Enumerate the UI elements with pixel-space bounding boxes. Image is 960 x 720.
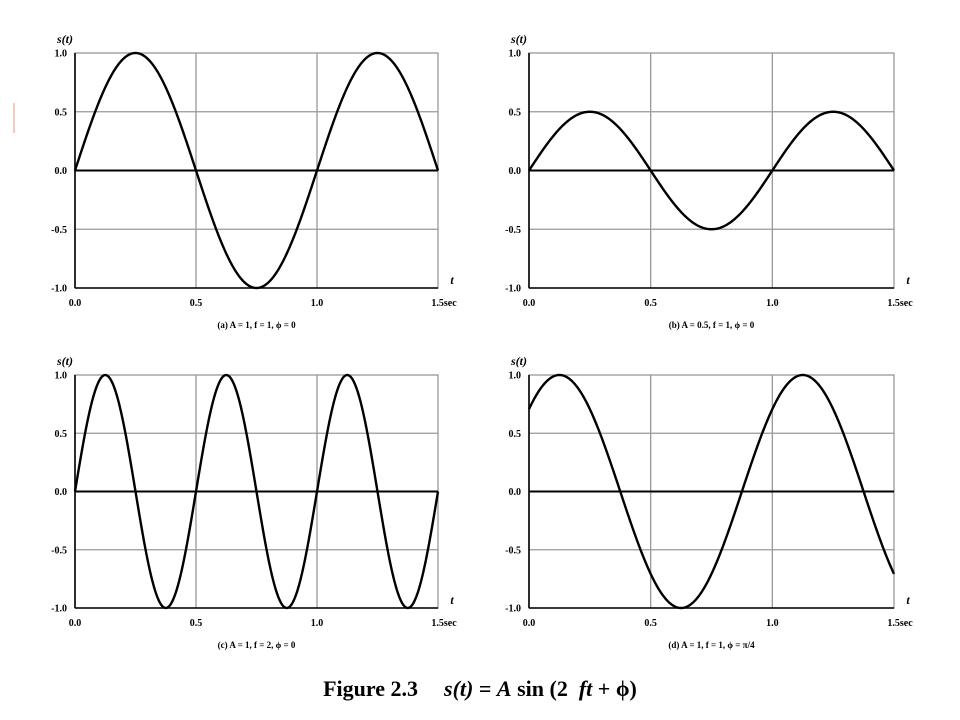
y-tick-label: 1.0 <box>55 371 68 382</box>
y-tick-label: -0.5 <box>51 225 67 236</box>
y-axis-label: s(t) <box>510 32 527 46</box>
x-tick-label: 1.5sec <box>887 618 913 629</box>
panel-subcaption: (d) A = 1, f = 1, ϕ = π/4 <box>668 640 755 650</box>
y-tick-label: 0.5 <box>55 429 68 440</box>
caption-ft: ft <box>578 676 593 701</box>
x-tick-label: 0.5 <box>190 298 203 309</box>
y-tick-label: 0.5 <box>509 429 522 440</box>
y-axis-label: s(t) <box>56 32 73 46</box>
x-tick-label: 1.5sec <box>431 298 457 309</box>
x-tick-label: 0.0 <box>523 618 536 629</box>
y-tick-label: -1.0 <box>505 284 521 295</box>
y-tick-label: 0.0 <box>55 166 68 177</box>
y-tick-label: 0.0 <box>55 487 68 498</box>
x-axis-label: t <box>906 593 910 607</box>
x-tick-label: 1.5sec <box>887 298 913 309</box>
x-tick-label: 1.5sec <box>431 618 457 629</box>
y-tick-label: -1.0 <box>51 284 67 295</box>
chart-panel-3: 1.00.50.0-0.5-1.00.0 0.5 1.0 1.5secs(t)t(c)… <box>51 354 457 650</box>
x-tick-label: 1.0 <box>766 618 779 629</box>
caption-phase: + ϕ) <box>597 676 637 701</box>
x-axis-label: t <box>450 273 454 287</box>
y-tick-label: 1.0 <box>509 49 522 60</box>
x-tick-label: 0.0 <box>523 298 536 309</box>
chart-panel-1: 1.00.50.0-0.5-1.00.0 0.5 1.0 1.5secs(t)t(a)… <box>51 32 457 330</box>
y-tick-label: 1.0 <box>55 49 68 60</box>
y-tick-label: 1.0 <box>509 371 522 382</box>
caption-label: Figure 2.3 <box>323 676 419 701</box>
chart-panel-2: 1.00.50.0-0.5-1.00.0 0.5 1.0 1.5secs(t)t(b)… <box>505 32 913 330</box>
x-axis-label: t <box>906 273 910 287</box>
y-tick-label: -1.0 <box>51 604 67 615</box>
y-tick-label: -0.5 <box>51 545 67 556</box>
caption-sin: sin (2 <box>517 676 568 701</box>
caption-equals: = <box>478 676 492 701</box>
x-tick-label: 1.0 <box>766 298 779 309</box>
panel-subcaption: (b) A = 0.5, f = 1, ϕ = 0 <box>669 320 755 330</box>
y-tick-label: 0.5 <box>55 107 68 118</box>
x-tick-label: 0.0 <box>69 618 82 629</box>
x-tick-label: 0.5 <box>190 618 203 629</box>
series-line-curve <box>73 51 440 290</box>
series-line-curve <box>73 373 440 610</box>
x-tick-label: 1.0 <box>311 618 324 629</box>
x-tick-label: 0.5 <box>644 298 657 309</box>
y-tick-label: -0.5 <box>505 225 521 236</box>
x-tick-label: 0.0 <box>69 298 82 309</box>
margin-accent-mark <box>13 103 15 133</box>
y-axis-label: s(t) <box>510 354 527 368</box>
x-tick-label: 1.0 <box>311 298 324 309</box>
y-tick-label: 0.0 <box>509 487 522 498</box>
y-tick-label: -0.5 <box>505 545 521 556</box>
caption-lhs: s(t) <box>444 676 474 701</box>
y-tick-label: 0.5 <box>509 107 522 118</box>
figure-caption: Figure 2.3 s(t) = A sin (2 ft + ϕ) <box>0 676 960 702</box>
panel-subcaption: (c) A = 1, f = 2, ϕ = 0 <box>218 640 296 650</box>
x-tick-label: 0.5 <box>644 618 657 629</box>
panel-subcaption: (a) A = 1, f = 1, ϕ = 0 <box>217 320 296 330</box>
y-tick-label: 0.0 <box>509 166 522 177</box>
chart-panel-4: 1.00.50.0-0.5-1.00.0 0.5 1.0 1.5secs(t)t(d)… <box>505 354 913 650</box>
y-axis-label: s(t) <box>56 354 73 368</box>
caption-amplitude: A <box>496 676 512 701</box>
series-line-curve <box>527 373 896 610</box>
y-tick-label: -1.0 <box>505 604 521 615</box>
series-line-curve <box>527 110 896 231</box>
x-axis-label: t <box>450 593 454 607</box>
